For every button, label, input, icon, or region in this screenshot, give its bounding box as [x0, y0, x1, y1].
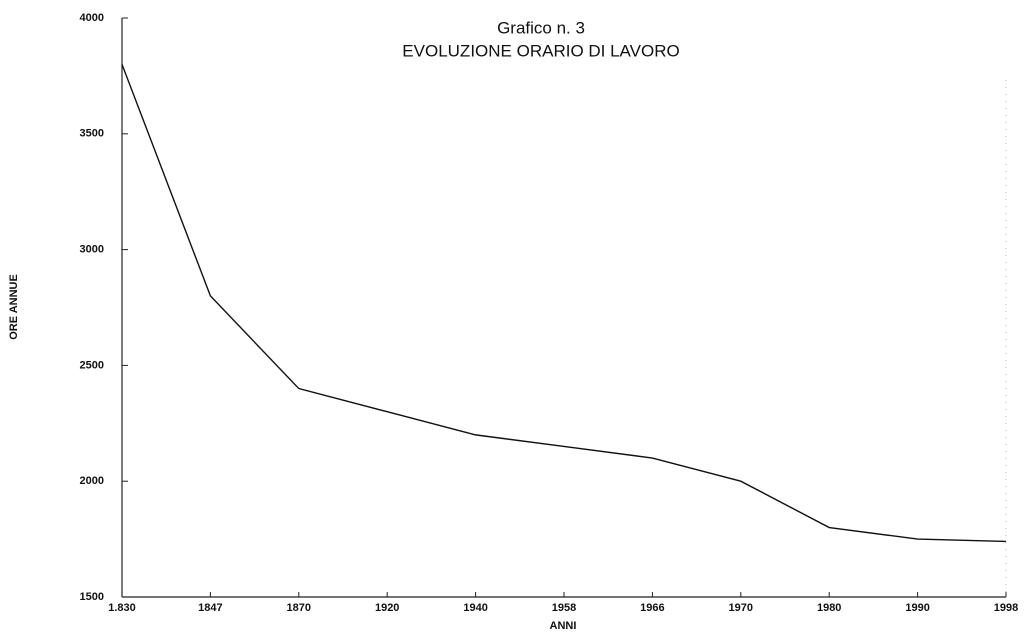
y-tick-label: 2500 [80, 359, 104, 371]
y-tick-label: 4000 [80, 12, 104, 24]
x-tick-label: 1940 [463, 602, 487, 614]
chart-subtitle: EVOLUZIONE ORARIO DI LAVORO [402, 41, 679, 60]
x-tick-label: 1.830 [108, 602, 136, 614]
x-tick-label: 1958 [552, 602, 576, 614]
x-tick-label: 1998 [994, 602, 1018, 614]
y-tick-label: 2000 [80, 475, 104, 487]
x-tick-label: 1870 [287, 602, 311, 614]
line-series [121, 64, 1007, 543]
x-tick-label: 1847 [198, 602, 222, 614]
x-tick-label: 1990 [905, 602, 929, 614]
chart-title: Grafico n. 3 [497, 18, 585, 37]
x-tick-label: 1920 [375, 602, 399, 614]
x-tick-label: 1966 [640, 602, 664, 614]
y-tick-label: 3500 [80, 128, 104, 140]
y-tick-label: 3000 [80, 244, 104, 256]
x-tick-label: 1980 [817, 602, 841, 614]
x-axis-title: ANNI [550, 620, 577, 632]
y-tick-label: 1500 [80, 591, 104, 603]
x-tick-label: 1970 [729, 602, 753, 614]
y-axis-title: ORE ANNUE [8, 274, 20, 340]
